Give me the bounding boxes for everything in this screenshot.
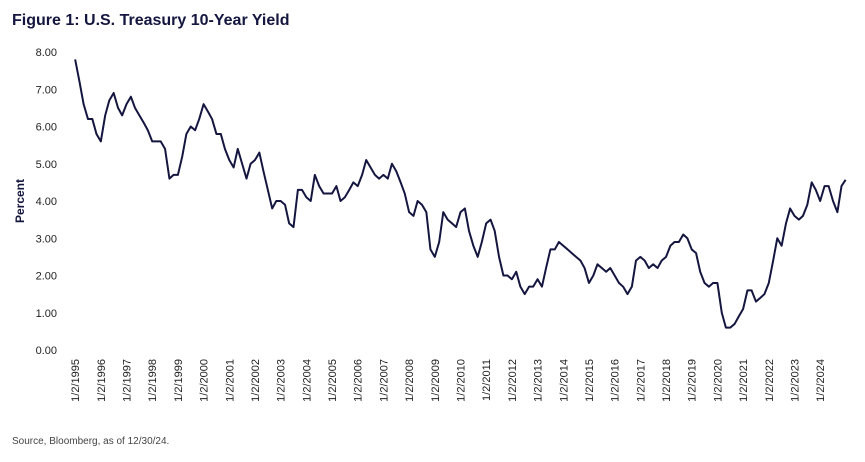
y-tick-label: 8.00	[36, 47, 57, 59]
x-tick-label: 1/2/2015	[584, 359, 596, 402]
x-tick-label: 1/2/2023	[789, 359, 801, 402]
y-tick-label: 4.00	[36, 196, 57, 208]
x-tick-label: 1/2/1997	[122, 359, 134, 402]
x-tick-label: 1/2/2003	[276, 359, 288, 402]
x-tick-label: 1/2/1996	[96, 359, 108, 402]
x-tick-label: 1/2/2013	[533, 359, 545, 402]
y-tick-label: 3.00	[36, 233, 57, 245]
y-tick-label: 0.00	[36, 345, 57, 357]
y-tick-label: 5.00	[36, 159, 57, 171]
y-tick-label: 7.00	[36, 84, 57, 96]
x-tick-label: 1/2/2001	[224, 359, 236, 402]
y-tick-label: 6.00	[36, 122, 57, 134]
x-tick-label: 1/2/2000	[199, 359, 211, 402]
x-tick-label: 1/2/1998	[147, 359, 159, 402]
x-tick-label: 1/2/1999	[173, 359, 185, 402]
x-tick-label: 1/2/2016	[610, 359, 622, 402]
x-tick-label: 1/2/2002	[250, 359, 262, 402]
x-tick-label: 1/2/2012	[507, 359, 519, 402]
x-tick-label: 1/2/2004	[301, 359, 313, 402]
x-tick-label: 1/2/2011	[481, 359, 493, 401]
y-axis-label: Percent	[13, 179, 27, 223]
source-note: Source, Bloomberg, as of 12/30/24.	[12, 436, 169, 447]
x-tick-label: 1/2/2017	[635, 359, 647, 402]
x-tick-label: 1/2/2024	[815, 359, 827, 402]
chart-title: Figure 1: U.S. Treasury 10-Year Yield	[12, 12, 289, 29]
x-tick-label: 1/2/2014	[558, 359, 570, 402]
x-tick-label: 1/2/2008	[404, 359, 416, 402]
x-tick-label: 1/2/2020	[712, 359, 724, 402]
x-tick-label: 1/2/2009	[430, 359, 442, 402]
x-tick-label: 1/2/2010	[456, 359, 468, 402]
x-tick-label: 1/2/2022	[764, 359, 776, 402]
x-tick-label: 1/2/2019	[687, 359, 699, 402]
x-tick-label: 1/2/1995	[70, 359, 82, 402]
x-tick-label: 1/2/2005	[327, 359, 339, 402]
x-tick-label: 1/2/2021	[738, 359, 750, 402]
yield-line	[74, 59, 847, 329]
x-tick-label: 1/2/2018	[661, 359, 673, 402]
y-tick-label: 1.00	[36, 308, 57, 320]
x-tick-label: 1/2/2007	[378, 359, 390, 402]
x-tick-label: 1/2/2006	[353, 359, 365, 402]
y-tick-label: 2.00	[36, 271, 57, 283]
